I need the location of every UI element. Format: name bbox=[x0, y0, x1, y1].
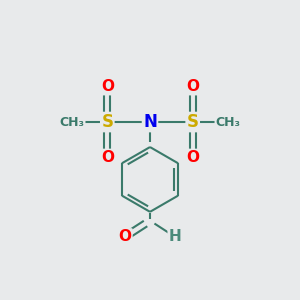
Text: O: O bbox=[101, 79, 114, 94]
Text: CH₃: CH₃ bbox=[59, 116, 85, 128]
Text: S: S bbox=[101, 113, 113, 131]
Text: CH₃: CH₃ bbox=[215, 116, 241, 128]
Text: S: S bbox=[187, 113, 199, 131]
Text: O: O bbox=[118, 230, 131, 244]
Text: O: O bbox=[101, 150, 114, 165]
Text: H: H bbox=[169, 230, 182, 244]
Text: O: O bbox=[186, 150, 199, 165]
Text: N: N bbox=[143, 113, 157, 131]
Text: O: O bbox=[186, 79, 199, 94]
